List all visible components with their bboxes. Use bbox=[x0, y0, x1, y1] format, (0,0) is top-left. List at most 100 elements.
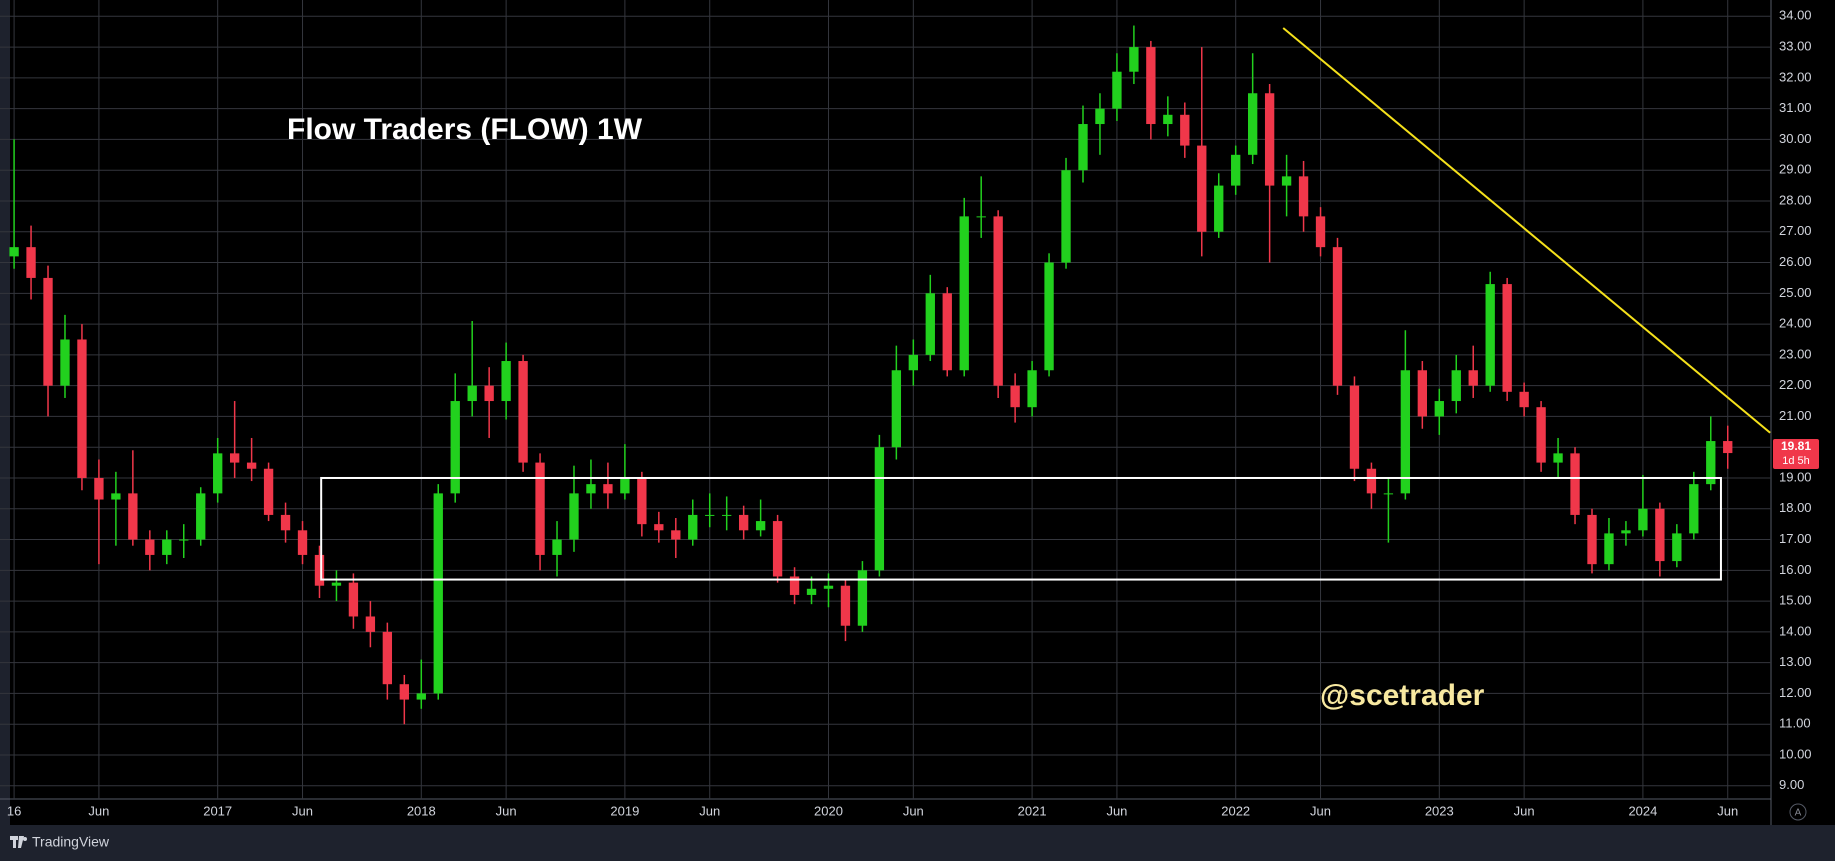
y-tick-label: 14.00 bbox=[1779, 623, 1812, 638]
candle-body bbox=[1146, 47, 1156, 125]
candle-body bbox=[1247, 93, 1258, 155]
watermark: @scetrader bbox=[1320, 679, 1485, 712]
y-tick-label: 9.00 bbox=[1779, 777, 1804, 792]
candle-body bbox=[314, 554, 325, 586]
candle-body bbox=[1264, 93, 1275, 186]
y-tick-label: 15.00 bbox=[1779, 593, 1812, 608]
x-tick-label: Jun bbox=[496, 803, 517, 818]
candle-body bbox=[1451, 370, 1461, 402]
candle-body bbox=[1502, 284, 1512, 392]
candle-body bbox=[60, 339, 70, 386]
candle-body bbox=[1366, 468, 1377, 494]
x-tick-label: 2018 bbox=[407, 803, 436, 818]
candle-body bbox=[1332, 247, 1343, 386]
y-tick-label: 25.00 bbox=[1779, 285, 1812, 300]
y-tick-label: 12.00 bbox=[1779, 685, 1812, 700]
x-tick-label: 2021 bbox=[1018, 803, 1047, 818]
x-tick-label: 2019 bbox=[610, 803, 639, 818]
candle-body bbox=[620, 477, 630, 494]
candle-body bbox=[1010, 385, 1020, 408]
y-tick-label: 34.00 bbox=[1779, 8, 1812, 23]
candle-body bbox=[1027, 370, 1037, 408]
y-tick-label: 16.00 bbox=[1779, 562, 1812, 577]
candle-body bbox=[891, 370, 902, 448]
candle-body bbox=[1587, 514, 1597, 565]
candle-body bbox=[1519, 391, 1529, 408]
candle-body bbox=[908, 354, 918, 371]
chart-title: Flow Traders (FLOW) 1W bbox=[287, 113, 643, 146]
trendline bbox=[1282, 27, 1771, 434]
candle-body bbox=[382, 631, 393, 685]
candle-body bbox=[246, 462, 257, 469]
candle-body bbox=[874, 447, 885, 571]
candle-body bbox=[9, 247, 19, 257]
x-tick-label: 2022 bbox=[1221, 803, 1250, 818]
x-tick-label: Jun bbox=[88, 803, 109, 818]
auto-button-circle[interactable] bbox=[1789, 803, 1807, 821]
candle-body bbox=[145, 539, 155, 555]
candle-body bbox=[297, 530, 308, 555]
candle-body bbox=[755, 521, 766, 531]
auto-button[interactable]: A bbox=[1795, 808, 1802, 819]
candle-body bbox=[1434, 401, 1444, 417]
brand: TradingView bbox=[32, 834, 110, 850]
candle-body bbox=[586, 484, 596, 494]
candle-body bbox=[1095, 108, 1105, 125]
footer bbox=[0, 825, 1835, 861]
candle-body bbox=[1383, 493, 1394, 495]
candle-body bbox=[1112, 71, 1122, 109]
y-tick-label: 22.00 bbox=[1779, 377, 1812, 392]
candle-body bbox=[857, 570, 868, 626]
candle-body bbox=[229, 453, 240, 463]
candle-body bbox=[365, 616, 376, 632]
candle-body bbox=[1281, 176, 1292, 186]
candle-body bbox=[331, 582, 342, 586]
candle-body bbox=[671, 530, 681, 540]
candle-body bbox=[179, 539, 189, 541]
candle-body bbox=[196, 493, 206, 540]
x-tick-label: 2023 bbox=[1425, 803, 1454, 818]
candle-body bbox=[1061, 170, 1071, 263]
candle-body bbox=[823, 585, 834, 589]
x-tick-label: Jun bbox=[1310, 803, 1331, 818]
candle-body bbox=[688, 514, 698, 540]
candle-body bbox=[1604, 533, 1614, 565]
candle-body bbox=[94, 477, 104, 500]
candle-body bbox=[1197, 145, 1207, 232]
candle-body bbox=[705, 514, 715, 516]
last-price-tag bbox=[1773, 439, 1819, 470]
candle-body bbox=[1078, 124, 1088, 171]
candle-body bbox=[942, 293, 952, 371]
candle-body bbox=[1163, 114, 1173, 125]
candle-body bbox=[1214, 185, 1224, 232]
candle-body bbox=[1536, 407, 1546, 463]
support-zone bbox=[320, 476, 1722, 581]
candle-body bbox=[1553, 453, 1563, 463]
candle-body bbox=[535, 462, 545, 555]
y-tick-label: 10.00 bbox=[1779, 746, 1812, 761]
candle-body bbox=[77, 339, 87, 478]
y-tick-label: 26.00 bbox=[1779, 254, 1812, 269]
candle-body bbox=[263, 468, 274, 515]
candle-body bbox=[552, 539, 562, 555]
candle-body bbox=[772, 521, 783, 577]
x-tick-label: 2020 bbox=[814, 803, 843, 818]
y-tick-label: 13.00 bbox=[1779, 654, 1812, 669]
y-tick-label: 24.00 bbox=[1779, 316, 1812, 331]
candle-body bbox=[806, 588, 817, 595]
candle-body bbox=[43, 277, 53, 386]
candle-body bbox=[1485, 284, 1495, 386]
candle-body bbox=[111, 493, 121, 500]
candle-body bbox=[1655, 508, 1665, 562]
candle-body bbox=[450, 401, 460, 494]
candle-body bbox=[1672, 533, 1682, 562]
x-tick-label: Jun bbox=[292, 803, 313, 818]
candle-body bbox=[840, 585, 851, 626]
y-tick-label: 19.00 bbox=[1779, 469, 1812, 484]
candle-body bbox=[1400, 370, 1411, 494]
candle-body bbox=[518, 361, 528, 463]
x-tick-label: Jun bbox=[1717, 803, 1738, 818]
candle-body bbox=[1349, 385, 1360, 469]
x-tick-label: Jun bbox=[903, 803, 924, 818]
candle-body bbox=[1129, 47, 1139, 72]
